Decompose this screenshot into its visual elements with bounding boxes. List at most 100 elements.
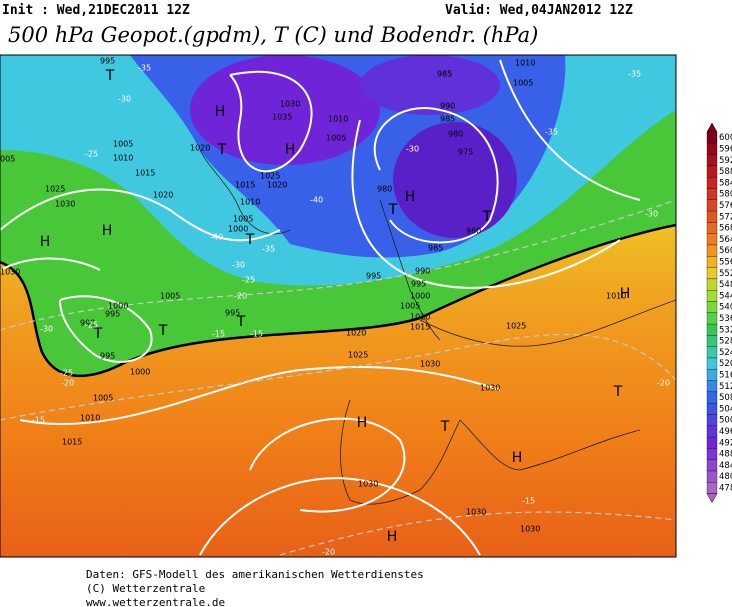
isobar-label: 990 (440, 102, 455, 111)
isobar-label: 1010 (328, 115, 348, 124)
init-time: Init : Wed,21DEC2011 12Z (2, 3, 190, 18)
isobar-label: 985 (428, 244, 443, 253)
pressure-center: T (93, 326, 103, 342)
colorbar: 6005965925885845805765725685645605565525… (706, 122, 732, 504)
isotherm-label: -40 (310, 196, 323, 205)
isotherm-label: -35 (138, 64, 151, 73)
colorbar-label: 576 (719, 201, 732, 211)
colorbar-label: 480 (719, 472, 732, 482)
isobar-label: 1005 (326, 134, 346, 143)
colorbar-cell (706, 165, 718, 178)
isobar-label: 1030 (358, 480, 378, 489)
isobar-label: 995 (411, 280, 426, 289)
footer-line: www.wetterzentrale.de (86, 596, 225, 607)
isobar-label: 1000 (410, 292, 430, 301)
pressure-center: H (512, 450, 523, 466)
colorbar-label: 536 (719, 314, 732, 324)
isotherm-label: -25 (85, 321, 98, 330)
isobar-label: 995 (100, 352, 115, 361)
isobar-label: 980 (377, 185, 392, 194)
isobar-label: 1020 (190, 144, 210, 153)
colorbar-cell (706, 222, 718, 234)
isobar-label: 1010 (240, 198, 260, 207)
pressure-center: T (440, 419, 450, 435)
isobar-label: 1005 (160, 292, 180, 301)
colorbar-cell (706, 131, 718, 144)
colorbar-cell (706, 369, 718, 381)
map-field (0, 55, 676, 557)
isobar-label: 1030 (55, 200, 75, 209)
isobar-label: 1000 (130, 368, 150, 377)
pressure-center: H (405, 189, 416, 205)
colorbar-cell (706, 335, 718, 347)
colorbar-label: 556 (719, 257, 732, 267)
pressure-center: H (620, 286, 631, 302)
pressure-center: T (388, 202, 398, 218)
colorbar-cell (706, 357, 718, 370)
colorbar-label: 528 (719, 337, 732, 347)
purple-core (393, 122, 517, 238)
colorbar-label: 492 (719, 438, 732, 448)
pressure-center: T (613, 384, 623, 400)
colorbar-label: 484 (719, 461, 732, 471)
isobar-label: 1010 (606, 292, 626, 301)
isotherm-label: -15 (212, 330, 225, 339)
isobar-label: 1030 (0, 268, 20, 277)
colorbar-cell (706, 459, 718, 472)
pressure-center: T (217, 142, 227, 158)
isobar-label: 985 (437, 70, 452, 79)
colorbar-label: 560 (719, 246, 732, 256)
isobar-label: 990 (415, 267, 430, 276)
isobar-label: 1015 (135, 169, 155, 178)
isotherm-label: -35 (545, 128, 558, 137)
isotherm-label: -35 (262, 245, 275, 254)
colorbar-label: 478 (719, 483, 732, 493)
colorbar-cell (706, 177, 718, 189)
colorbar-label: 516 (719, 370, 732, 380)
colorbar-label: 488 (719, 450, 732, 460)
colorbar-cell (706, 425, 718, 438)
colorbar-label: 524 (719, 348, 732, 358)
isobar-label: 995 (366, 272, 381, 281)
map-frame (0, 54, 677, 558)
pressure-center: T (245, 232, 255, 248)
isotherm-label: -35 (628, 70, 641, 79)
isotherm-label: -30 (232, 261, 245, 270)
isobar-label: 985 (440, 115, 455, 124)
isotherm-label: -30 (645, 210, 658, 219)
isobar-label: 1025 (506, 322, 526, 331)
isotherm-label: -15 (250, 330, 263, 339)
colorbar-label: 600 (719, 133, 732, 143)
isobar-label: 980 (448, 130, 463, 139)
valid-time: Valid: Wed,04JAN2012 12Z (445, 3, 633, 18)
colorbar-arrow (706, 493, 718, 504)
isobar-label: 1030 (466, 508, 486, 517)
isobar-label: 1015 (62, 438, 82, 447)
colorbar-cell (706, 154, 718, 167)
map-title: 500 hPa Geopot.(gpdm), T (C) und Bodendr… (8, 23, 538, 47)
pressure-center: H (387, 529, 398, 545)
colorbar-label: 500 (719, 416, 732, 426)
colorbar-label: 520 (719, 359, 732, 369)
colorbar-label: 572 (719, 212, 732, 222)
pressure-center: T (105, 68, 115, 84)
colorbar-cell (706, 301, 718, 313)
pressure-isobars (0, 59, 641, 556)
isotherm-label: -15 (522, 497, 535, 506)
isobar-label: 980 (466, 227, 481, 236)
pressure-center: T (482, 209, 492, 225)
colorbar-cell (706, 482, 718, 494)
isobar-label: 1005 (93, 394, 113, 403)
colorbar-cell (706, 391, 718, 404)
colorbar-arrow (706, 122, 718, 133)
isobar-label: 1015 (410, 323, 430, 332)
colorbar-label: 568 (719, 224, 732, 234)
isotherm-label: -30 (118, 95, 131, 104)
isobar-label: 1000 (108, 302, 128, 311)
isotherm-label: -30 (406, 145, 419, 154)
isobar-label: 1005 (400, 302, 420, 311)
isobar-label: 1010 (113, 154, 133, 163)
isotherm-label: -20 (322, 548, 335, 557)
colorbar-cell (706, 199, 718, 212)
colorbar-cell (706, 278, 718, 291)
